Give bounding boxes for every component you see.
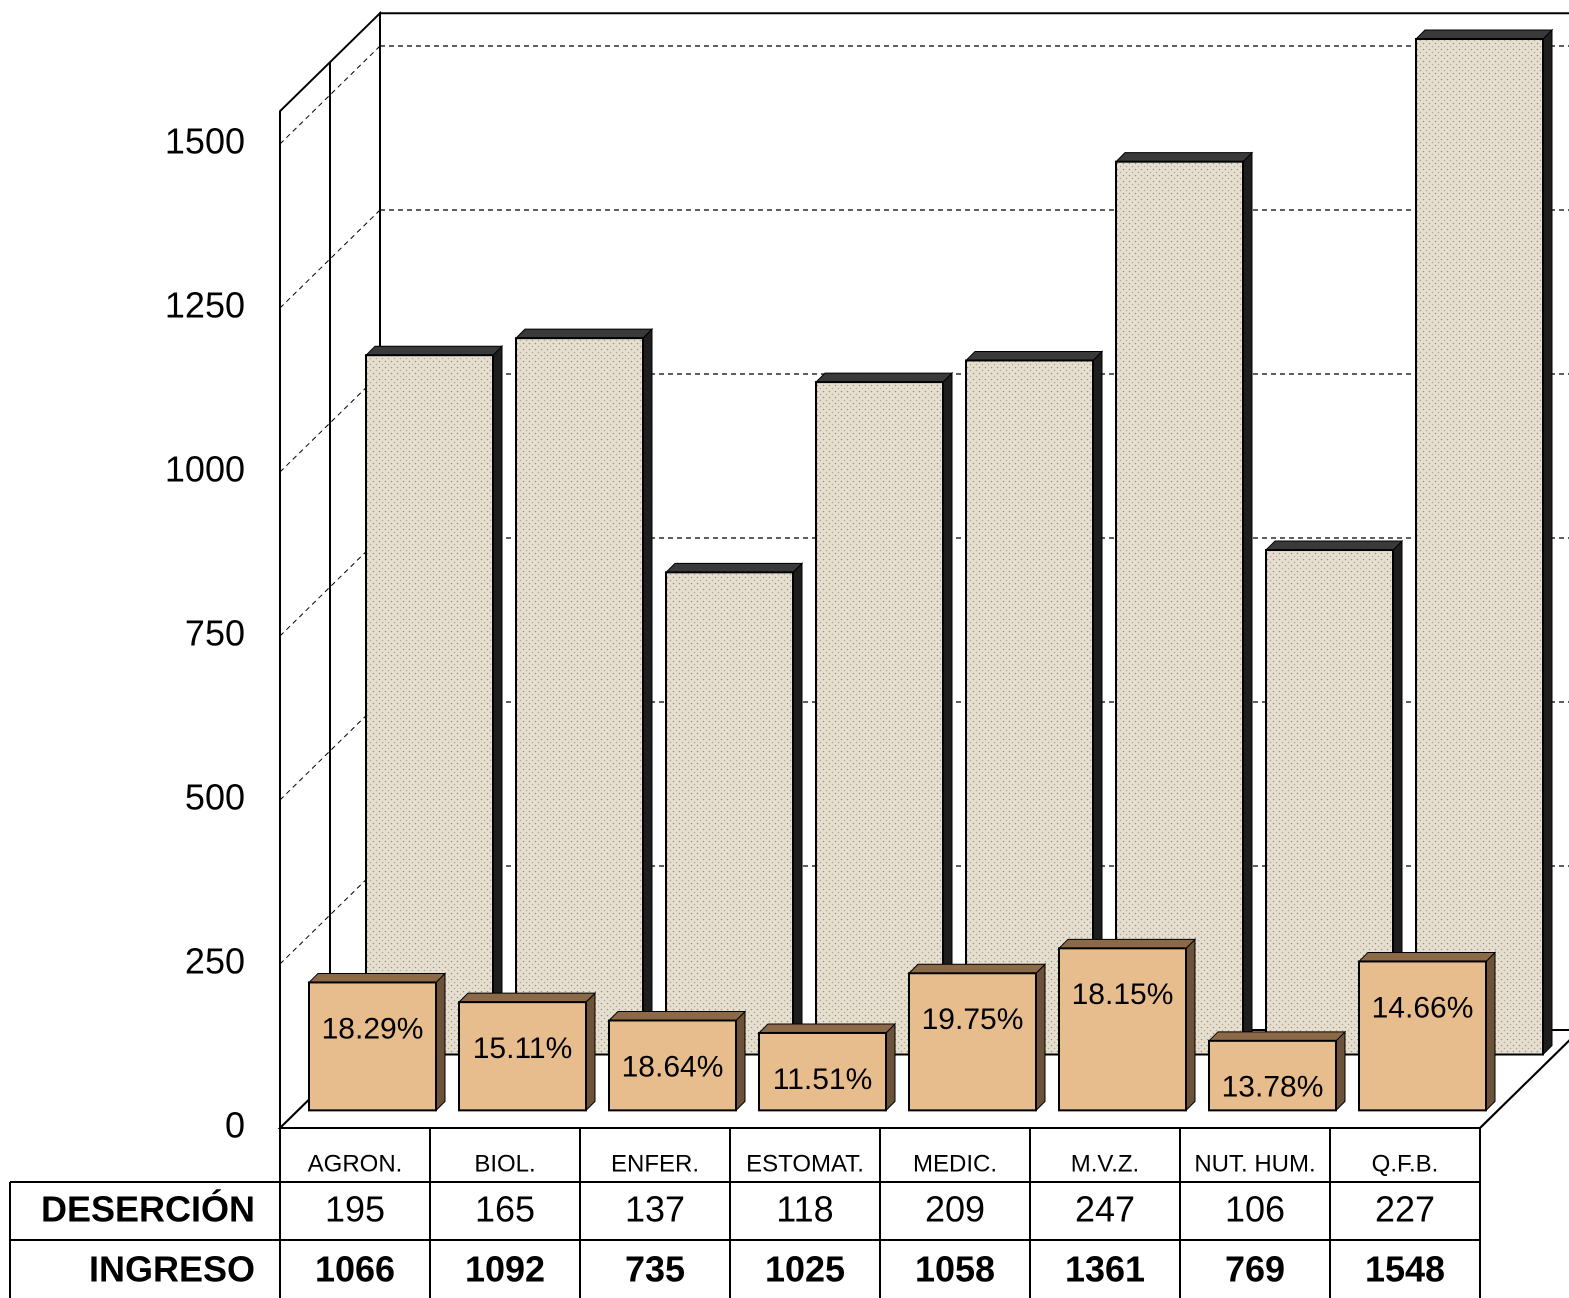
x-tick-label: MEDIC.	[913, 1150, 997, 1177]
table-value: 1361	[1065, 1249, 1145, 1290]
bar-top	[1264, 540, 1404, 551]
bar-annotation: 15.11%	[473, 1032, 573, 1065]
bar-top	[757, 1023, 897, 1034]
bar-top	[607, 1010, 747, 1021]
x-tick-label: M.V.Z.	[1071, 1150, 1139, 1177]
bar	[965, 359, 1094, 1056]
x-tick-label: Q.F.B.	[1372, 1150, 1439, 1177]
x-tick-label: ESTOMAT.	[746, 1150, 864, 1177]
x-tick-label: NUT. HUM.	[1194, 1150, 1315, 1177]
bar-top	[907, 963, 1047, 974]
bar-top	[1357, 951, 1497, 962]
bar-annotation: 18.64%	[622, 1050, 724, 1083]
bar-top	[1114, 152, 1254, 163]
bar-top	[457, 992, 597, 1003]
bar	[1058, 947, 1187, 1112]
table-value: 165	[475, 1189, 535, 1230]
table-value: 118	[776, 1189, 833, 1230]
bar	[458, 1001, 587, 1112]
bar-side	[1542, 28, 1553, 1056]
bar-side	[1242, 151, 1253, 1056]
row-label: INGRESO	[89, 1249, 255, 1290]
bar-top	[1057, 938, 1197, 949]
bar	[815, 381, 944, 1056]
table-value: 1548	[1365, 1249, 1445, 1290]
bar-top	[664, 562, 804, 573]
y-tick-label: 1500	[165, 121, 245, 162]
bar	[308, 981, 437, 1112]
bar-top	[1414, 29, 1554, 40]
bar-side	[1335, 1030, 1346, 1112]
bar-side	[642, 327, 653, 1056]
bar	[515, 337, 644, 1056]
x-tick-label: AGRON.	[308, 1150, 403, 1177]
bar-top	[814, 372, 954, 383]
bar-side	[885, 1022, 896, 1112]
y-tick-label: 500	[185, 777, 245, 818]
bar	[908, 972, 1037, 1112]
bar	[1115, 160, 1244, 1056]
table-value: 195	[325, 1189, 385, 1230]
bar	[365, 354, 494, 1056]
table-line	[1479, 1039, 1569, 1129]
bar-top	[364, 345, 504, 356]
y-tick-label: 1250	[165, 285, 245, 326]
table-value: 1092	[465, 1249, 545, 1290]
bar-top	[964, 350, 1104, 361]
bar	[1415, 38, 1544, 1056]
table-value: 106	[1225, 1189, 1285, 1230]
bar-annotation: 14.66%	[1372, 991, 1474, 1024]
y-tick-label: 750	[185, 613, 245, 654]
bar-side	[942, 371, 953, 1056]
table-value: 769	[1225, 1249, 1285, 1290]
bar-top	[307, 972, 447, 983]
table-value: 1058	[915, 1249, 995, 1290]
bar	[758, 1031, 887, 1112]
bar-side	[435, 972, 446, 1112]
bar-side	[792, 562, 803, 1056]
bar-side	[1185, 938, 1196, 1112]
y-tick-label: 0	[225, 1105, 245, 1146]
bar-side	[735, 1010, 746, 1112]
table-value: 1025	[765, 1249, 845, 1290]
x-tick-label: ENFER.	[611, 1150, 699, 1177]
bar-annotation: 19.75%	[922, 1003, 1024, 1036]
bar-top	[1207, 1031, 1347, 1042]
y-tick-label: 250	[185, 941, 245, 982]
bar	[1208, 1039, 1337, 1112]
bar	[665, 571, 794, 1056]
bar	[1358, 960, 1487, 1112]
table-value: 735	[625, 1249, 685, 1290]
bar-side	[492, 344, 503, 1056]
bar-side	[1035, 963, 1046, 1112]
bar-annotation: 18.29%	[322, 1012, 424, 1045]
table-value: 137	[625, 1189, 685, 1230]
bar-side	[1485, 951, 1496, 1112]
row-label: DESERCIÓN	[41, 1188, 255, 1230]
bar-annotation: 18.15%	[1072, 978, 1174, 1011]
table-value: 209	[925, 1189, 985, 1230]
bar-annotation: 11.51%	[773, 1063, 873, 1096]
y-tick-label: 1000	[165, 449, 245, 490]
table-value: 247	[1075, 1189, 1135, 1230]
bar-side	[585, 991, 596, 1112]
table-value: 227	[1375, 1189, 1435, 1230]
bar	[608, 1019, 737, 1112]
bar-top	[514, 328, 654, 339]
x-tick-label: BIOL.	[474, 1150, 535, 1177]
bar-annotation: 13.78%	[1222, 1071, 1324, 1104]
table-value: 1066	[315, 1249, 395, 1290]
